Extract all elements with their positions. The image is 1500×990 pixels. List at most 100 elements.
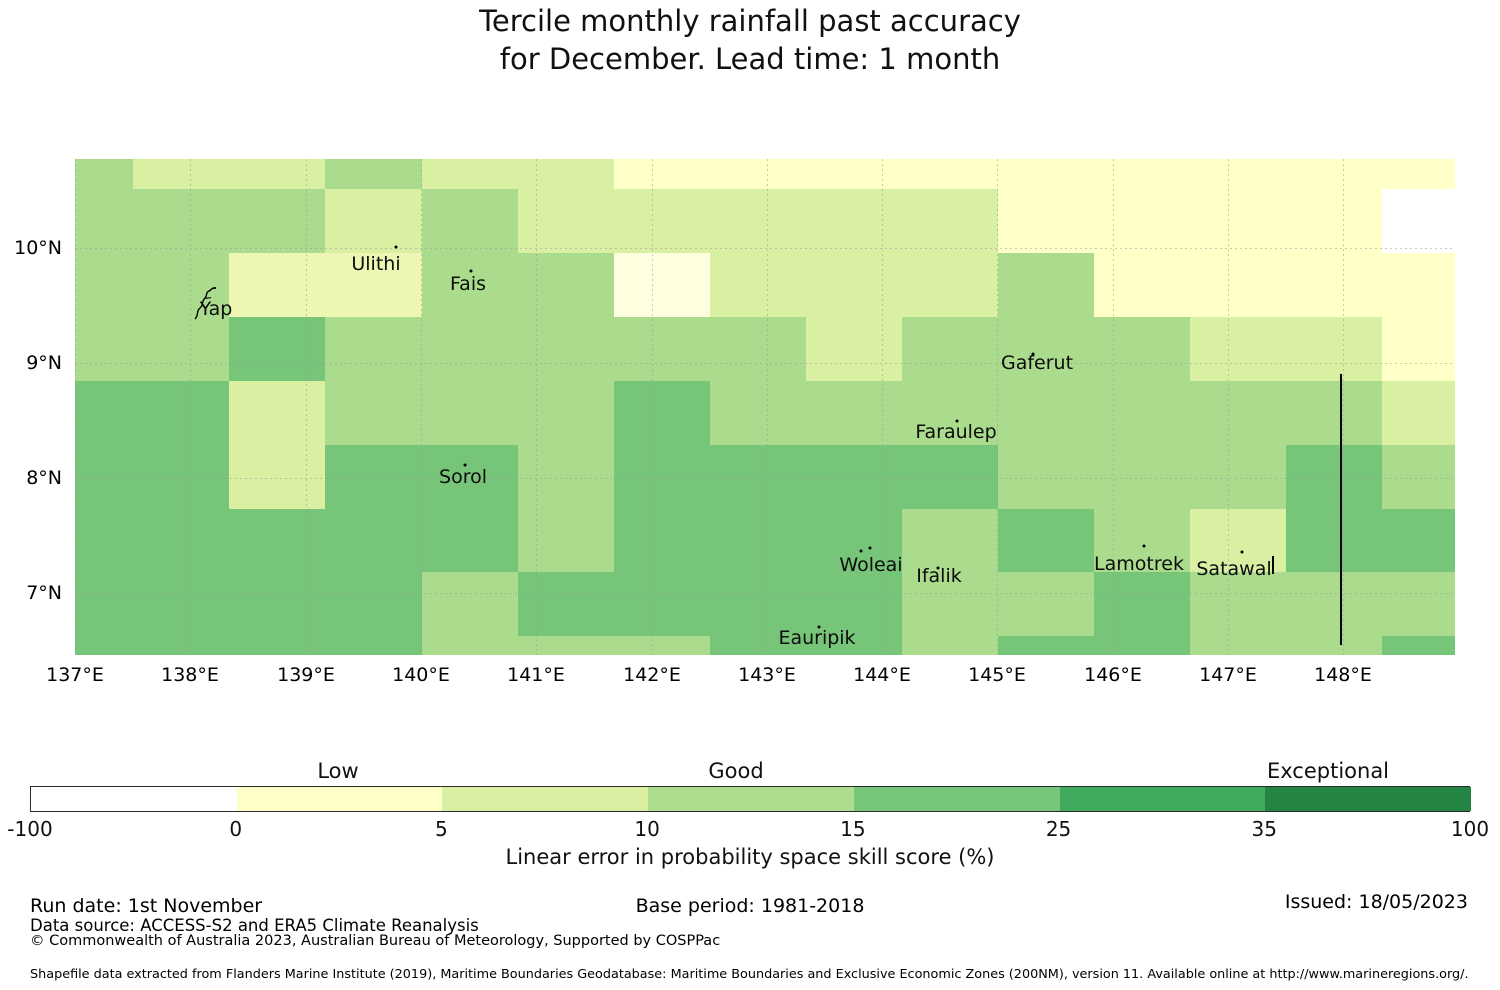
grid-cell (1285, 380, 1383, 445)
grid-cell (997, 571, 1095, 637)
island-label: Satawal (1196, 558, 1272, 580)
grid-cell (517, 252, 614, 317)
y-tick-label: 7°N (26, 582, 62, 604)
grid-cell (75, 444, 134, 509)
grid-cell (132, 188, 230, 254)
grid-cell (901, 188, 999, 254)
y-tick-label: 9°N (26, 352, 62, 374)
grid-cell (75, 316, 134, 381)
island-dot (463, 463, 467, 467)
grid-cell (997, 316, 1095, 381)
lat-gridline (75, 478, 1455, 479)
x-tick-label: 142°E (623, 664, 681, 686)
grid-cell (805, 316, 903, 381)
grid-cell (805, 444, 903, 509)
grid-cell (805, 252, 903, 317)
island-dot (936, 566, 940, 570)
grid-cell (132, 507, 230, 573)
grid-cell (1285, 444, 1383, 509)
grid-cell (1285, 159, 1383, 190)
x-tick-label: 139°E (277, 664, 335, 686)
island-label: Ifalik (916, 565, 962, 587)
base-period-text: Base period: 1981-2018 (635, 895, 865, 917)
colorbar-category-label: Low (317, 759, 359, 783)
y-tick-label: 10°N (14, 237, 62, 259)
grid-cell (517, 571, 614, 637)
grid-cell (132, 252, 230, 317)
colorbar-segment (1265, 787, 1472, 811)
grid-cell (805, 635, 903, 655)
grid-cell (805, 159, 903, 190)
colorbar-tick-label: 0 (229, 817, 243, 841)
grid-cell (420, 159, 518, 190)
lon-gridline (306, 159, 307, 655)
grid-cell (613, 444, 710, 509)
grid-cell (997, 507, 1095, 573)
grid-cell (1093, 316, 1191, 381)
grid-cell (228, 380, 326, 445)
grid-cell (132, 444, 230, 509)
grid-cell (228, 316, 326, 381)
grid-cell (517, 507, 614, 573)
grid-cell (324, 571, 422, 637)
grid-cell (132, 159, 230, 190)
grid-cell (132, 635, 230, 655)
grid-cell (517, 380, 614, 445)
grid-cell (420, 316, 518, 381)
copyright-text: © Commonwealth of Australia 2023, Austra… (30, 933, 721, 949)
grid-cell (1285, 507, 1383, 573)
grid-cell (517, 316, 614, 381)
colorbar-segment (853, 787, 1061, 811)
grid-cell (901, 444, 999, 509)
grid-cell (517, 159, 614, 190)
grid-cell (997, 444, 1095, 509)
grid-cell (805, 507, 903, 573)
island-label: Ulithi (351, 253, 401, 275)
lat-gridline (75, 248, 1455, 249)
grid-cell (228, 444, 326, 509)
data-source-text: Data source: ACCESS-S2 and ERA5 Climate … (30, 916, 479, 935)
x-tick-label: 138°E (161, 664, 219, 686)
grid-cell (324, 188, 422, 254)
grid-cell (324, 159, 422, 190)
grid-cell (1381, 571, 1455, 637)
grid-cell (324, 635, 422, 655)
grid-cell (805, 571, 903, 637)
grid-cell (997, 188, 1095, 254)
grid-cell (1285, 188, 1383, 254)
grid-cell (1285, 571, 1383, 637)
grid-cell (75, 380, 134, 445)
island-label: Sorol (439, 466, 487, 488)
grid-cell (901, 380, 999, 445)
grid-cell (1381, 507, 1455, 573)
island-label: Eauripik (778, 627, 856, 649)
grid-cell (1381, 380, 1455, 445)
grid-cell (228, 188, 326, 254)
x-tick-label: 144°E (853, 664, 911, 686)
lon-gridline (767, 159, 768, 655)
grid-cell (75, 635, 134, 655)
run-date-text: Run date: 1st November (30, 895, 263, 917)
lon-gridline (652, 159, 653, 655)
x-tick-label: 146°E (1084, 664, 1142, 686)
grid-cell (997, 380, 1095, 445)
grid-cell (709, 188, 806, 254)
island-dot (955, 419, 959, 423)
grid-cell (709, 316, 806, 381)
grid-cell (709, 252, 806, 317)
grid-cell (1189, 444, 1287, 509)
x-tick-label: 145°E (968, 664, 1026, 686)
lat-gridline (75, 363, 1455, 364)
island-dot (859, 549, 863, 553)
grid-cell (1381, 188, 1455, 254)
grid-cell (901, 507, 999, 573)
grid-cell (997, 159, 1095, 190)
grid-cell (1381, 635, 1455, 655)
grid-cell (517, 444, 614, 509)
page-title-line1: Tercile monthly rainfall past accuracy (479, 4, 1021, 38)
grid-cell (613, 507, 710, 573)
grid-cell (132, 316, 230, 381)
island-label: Lamotrek (1094, 553, 1184, 575)
colorbar-segment (442, 787, 649, 811)
grid-cell (420, 507, 518, 573)
